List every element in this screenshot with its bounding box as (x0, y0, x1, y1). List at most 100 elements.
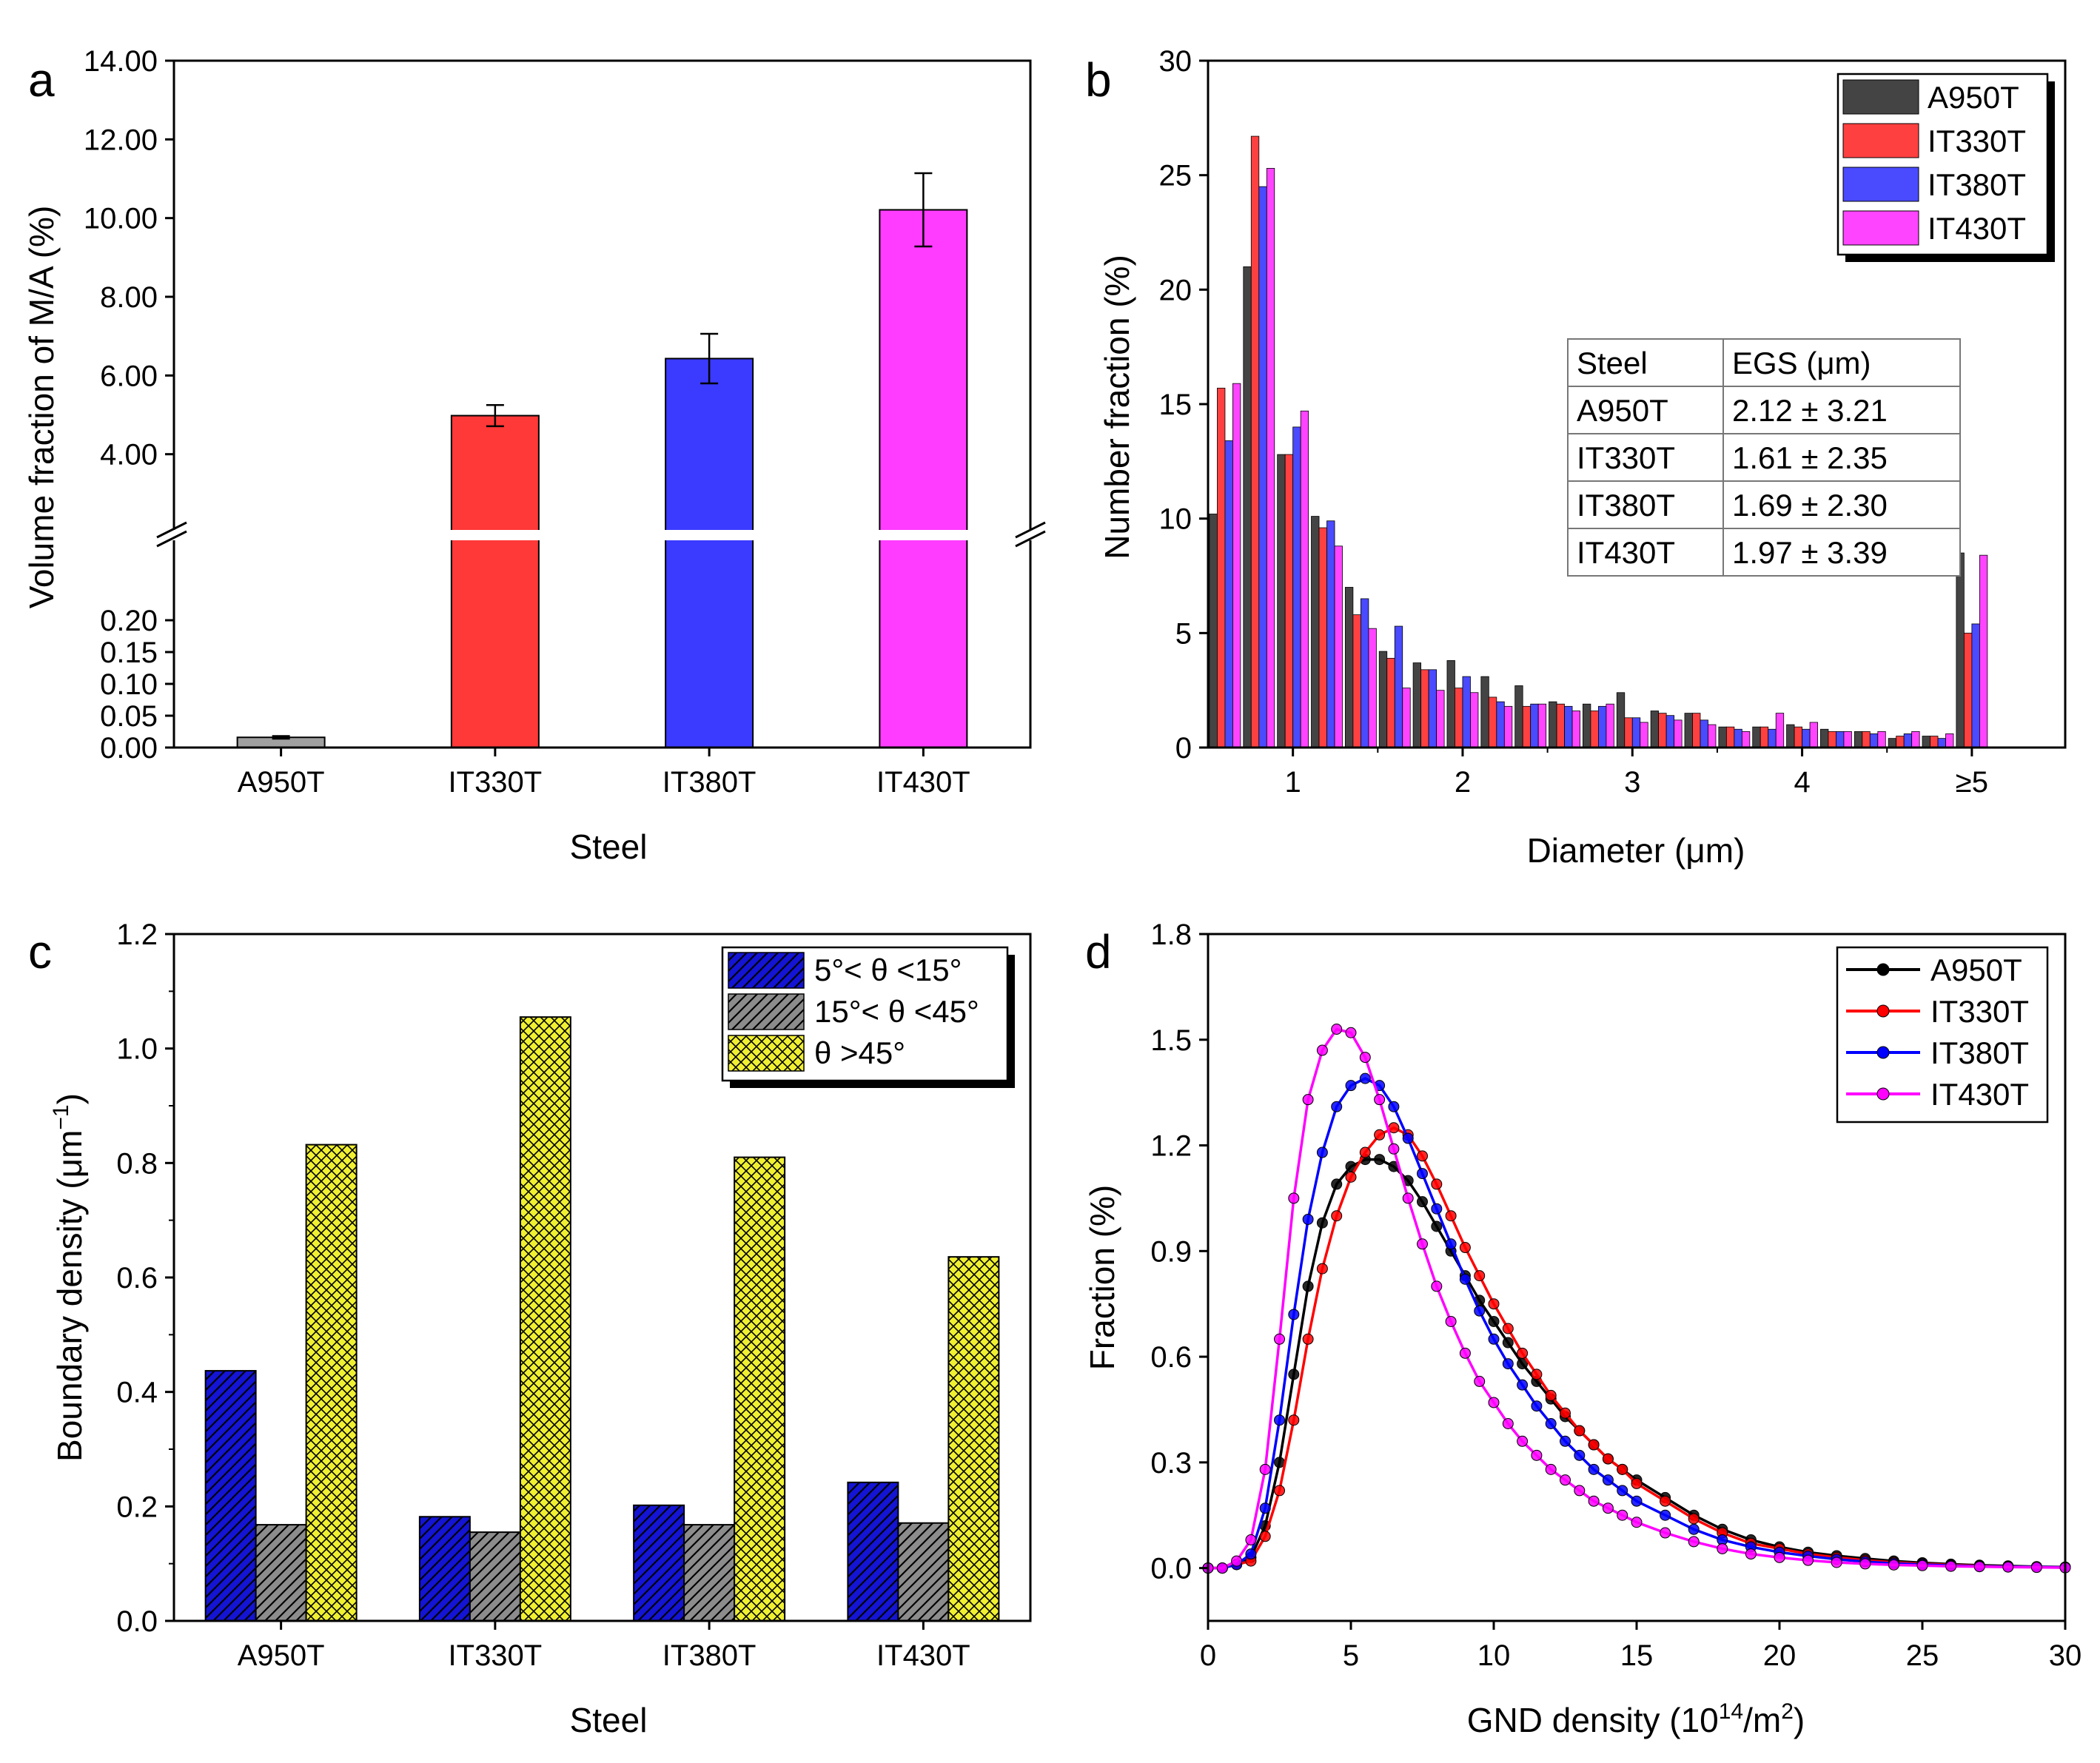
point-IT380T (1631, 1495, 1643, 1507)
bar-IT330T-17 (1794, 726, 1802, 748)
legend-label: 15°< θ <45° (814, 994, 979, 1029)
ytick-label: 6.00 (100, 360, 158, 392)
bar-IT330T-22 (1963, 632, 1973, 748)
bar-IT380T-4 (1360, 598, 1369, 748)
bar-IT430T-9 (1537, 703, 1547, 748)
point-IT330T (1331, 1210, 1343, 1222)
ytick-label: 0.20 (100, 605, 158, 637)
point-IT430T (1417, 1238, 1428, 1250)
point-IT330T (1288, 1414, 1300, 1426)
point-IT430T (2030, 1562, 2042, 1574)
table-cell-text: IT430T (1577, 535, 1675, 570)
point-A950T (1331, 1178, 1343, 1190)
bar-IT380T-6 (1428, 669, 1437, 748)
legend-label: θ >45° (814, 1035, 905, 1070)
bar-IT430T-19 (1877, 731, 1886, 748)
panel-b-ylabel: Number fraction (%) (1098, 255, 1136, 560)
table-cell-text: 1.97 ± 3.39 (1732, 535, 1888, 570)
point-IT430T (1316, 1044, 1328, 1056)
point-IT330T (1545, 1389, 1557, 1401)
bar-IT430T-5 (1402, 688, 1411, 748)
bar-hatch-IT330T-2 (519, 1016, 571, 1622)
bar-IT330T-19 (1862, 731, 1871, 748)
bar-hatch-IT430T-1 (897, 1522, 950, 1622)
bar-hatch-IT330T-0 (418, 1516, 471, 1622)
ytick-label: 0.0 (1150, 1553, 1192, 1585)
bar-IT330T-0 (1217, 387, 1226, 748)
bar-A950T-18 (1820, 728, 1829, 748)
point-IT380T (1474, 1305, 1486, 1317)
xtick-label: ≥5 (1956, 766, 1988, 799)
xtick-label: 25 (1906, 1639, 1939, 1672)
ytick-label: 1.0 (116, 1033, 158, 1066)
bar-A950T-19 (1854, 731, 1863, 748)
ytick-label: 0.6 (116, 1262, 158, 1294)
legend-label-IT430T: IT430T (1930, 1077, 2029, 1112)
bar-IT330T-11 (1590, 711, 1599, 748)
ytick-label: 12.00 (84, 124, 158, 156)
xtick-IT380T: IT380T (662, 766, 757, 799)
bar-IT380T-1 (1258, 186, 1267, 748)
legend-marker-IT380T (1876, 1046, 1890, 1059)
table-cell-text: A950T (1577, 393, 1668, 428)
bar-IT330T-4 (1352, 614, 1361, 748)
ytick-label: 0 (1175, 732, 1192, 765)
bar-IT330T-8 (1488, 696, 1497, 748)
bar-IT380T-17 (1802, 728, 1811, 748)
bar-IT430T-2 (1300, 410, 1309, 748)
bar-IT330T-20 (1896, 736, 1905, 748)
point-IT430T (1345, 1027, 1357, 1038)
ytick-label: 0.2 (116, 1491, 158, 1523)
point-IT380T (1574, 1449, 1586, 1461)
xtick-label: 20 (1763, 1639, 1797, 1672)
bar-IT380T-0 (1224, 440, 1233, 748)
bar-IT380T (665, 357, 754, 748)
bar-hatch-IT430T-2 (947, 1256, 1000, 1622)
point-IT380T (1388, 1101, 1400, 1112)
point-IT430T (1973, 1561, 1985, 1573)
bar-IT380T-20 (1903, 733, 1913, 748)
point-IT430T (1245, 1534, 1257, 1546)
point-IT430T (1274, 1333, 1285, 1345)
point-IT430T (1459, 1347, 1471, 1359)
xtick-label: 15 (1620, 1639, 1654, 1672)
bar-IT430T-13 (1674, 719, 1683, 748)
point-IT430T (1560, 1474, 1571, 1486)
ytick-label: 0.10 (100, 668, 158, 701)
ytick-label: 14.00 (84, 45, 158, 78)
bar-IT380T-3 (1326, 520, 1335, 748)
legend-swatch-hatch (728, 1035, 805, 1072)
point-IT430T (1231, 1555, 1243, 1567)
bar-A950T-2 (1277, 454, 1286, 748)
bar-IT430T-8 (1503, 705, 1513, 748)
bar-IT380T-5 (1394, 625, 1403, 748)
point-IT330T (1388, 1122, 1400, 1134)
legend-label-IT330T: IT330T (1928, 124, 2026, 158)
bar-IT380T-19 (1869, 733, 1879, 748)
bar-IT380T-15 (1734, 728, 1742, 748)
bar-IT430T-21 (1945, 733, 1954, 748)
point-IT380T (1588, 1463, 1600, 1475)
bar-IT430T-14 (1708, 724, 1717, 748)
bar-IT330T-5 (1386, 657, 1395, 748)
bar-A950T-20 (1888, 738, 1897, 748)
errorbar-IT380T (700, 332, 719, 385)
table-cell-text: IT330T (1577, 440, 1675, 475)
ytick-label: 8.00 (100, 281, 158, 314)
xtick-label: 5 (1343, 1639, 1359, 1672)
legend-swatch-hatch (728, 952, 805, 989)
point-IT380T (1459, 1273, 1471, 1285)
bar-IT430T (879, 209, 968, 749)
bar-IT330T-15 (1725, 726, 1735, 748)
bar-A950T-9 (1514, 685, 1523, 748)
point-IT380T (1517, 1379, 1529, 1391)
legend-swatch-hatch (728, 993, 805, 1030)
xtick-IT330T: IT330T (449, 766, 543, 799)
point-IT430T (1945, 1560, 1957, 1572)
ytick-label: 4.00 (100, 439, 158, 471)
point-IT330T (1459, 1242, 1471, 1254)
xtick-label: 30 (2049, 1639, 2082, 1672)
legend-swatch-IT380T (1842, 167, 1919, 202)
point-IT430T (1216, 1562, 1228, 1574)
panel-d-label: d (1085, 925, 1112, 978)
